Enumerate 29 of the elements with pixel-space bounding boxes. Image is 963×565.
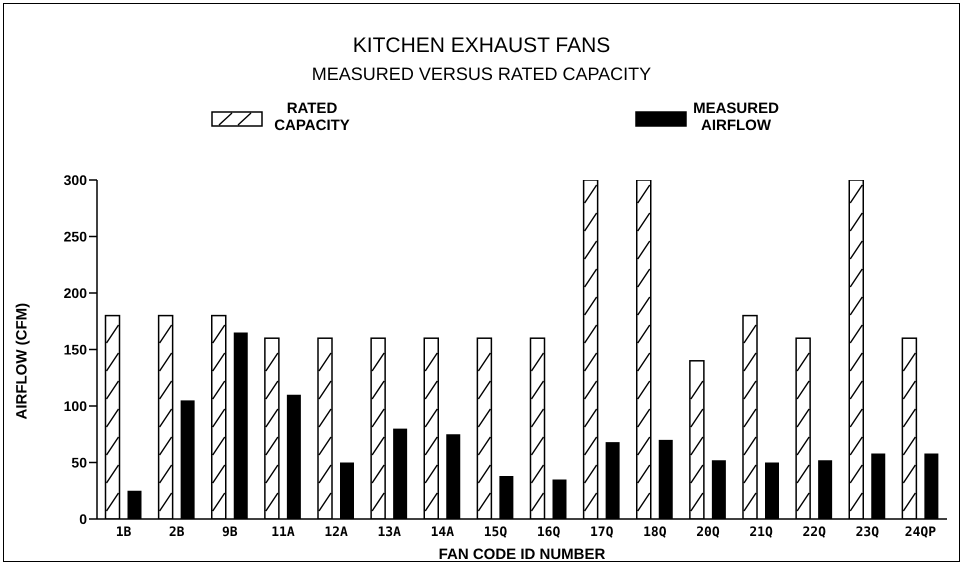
x-tick-label: 14A — [430, 525, 454, 540]
legend-label: MEASURED AIRFLOW — [693, 100, 780, 134]
x-tick-label: 22Q — [802, 525, 826, 540]
x-tick-label: 15Q — [484, 525, 508, 540]
x-tick-label: 1B — [116, 525, 132, 540]
x-tick-label: 16Q — [536, 525, 560, 540]
y-axis-title: AIRFLOW (CFM) — [13, 302, 30, 420]
x-tick-label: 9B — [222, 525, 238, 540]
x-tick-label: 12A — [324, 525, 348, 540]
x-tick-label: 17Q — [590, 525, 614, 540]
x-tick-label: 11A — [271, 525, 295, 540]
x-tick-label: 13A — [377, 525, 402, 540]
x-tick-label: 18Q — [643, 525, 667, 540]
y-tick-label: 0 — [79, 510, 88, 527]
y-tick-label: 50 — [71, 454, 88, 470]
x-tick-label: 21Q — [749, 525, 773, 540]
x-axis-title: FAN CODE ID NUMBER — [438, 546, 606, 563]
y-tick-label: 150 — [64, 341, 88, 358]
y-tick-label: 250 — [64, 228, 88, 244]
chart-subtitle: MEASURED VERSUS RATED CAPACITY — [310, 64, 652, 85]
legend-label: RATED CAPACITY — [274, 100, 350, 134]
x-tick-label: 2B — [168, 525, 185, 540]
chart-title: KITCHEN EXHAUST FANS — [352, 34, 612, 58]
y-tick-label: 100 — [64, 398, 88, 414]
y-tick-label: 300 — [64, 172, 88, 188]
x-tick-label: 23Q — [856, 525, 880, 540]
x-tick-label: 24QP — [904, 525, 936, 540]
y-tick-label: 200 — [64, 284, 88, 301]
x-tick-label: 20Q — [696, 525, 720, 540]
